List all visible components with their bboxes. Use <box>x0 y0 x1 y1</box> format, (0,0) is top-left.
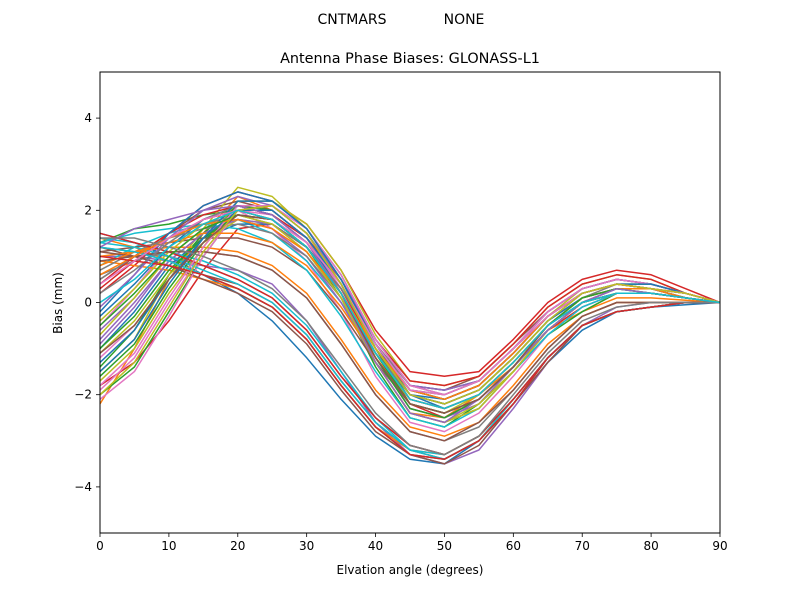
x-tick-label: 40 <box>368 539 383 553</box>
series-line-47 <box>99 204 721 396</box>
series-line-54 <box>99 255 720 460</box>
x-tick-label: 90 <box>712 539 727 553</box>
x-tick-label: 70 <box>575 539 590 553</box>
y-tick-label: −4 <box>74 480 92 494</box>
y-tick-label: 0 <box>84 296 92 310</box>
y-tick-label: −2 <box>74 388 92 402</box>
series-line-48 <box>99 204 721 396</box>
y-axis-label: Bias (mm) <box>51 272 65 334</box>
series-line-59 <box>99 204 721 405</box>
series-group <box>99 186 721 465</box>
chart-title: Antenna Phase Biases: GLONASS-L1 <box>280 51 540 67</box>
series-line-6 <box>99 200 721 391</box>
x-axis-label: Elvation angle (degrees) <box>337 563 484 577</box>
x-tick-label: 80 <box>643 539 658 553</box>
plot-frame <box>99 71 721 534</box>
series-line-24 <box>99 204 721 387</box>
series-line-42 <box>99 232 721 410</box>
suptitle-right: NONE <box>444 12 485 28</box>
series-line-5 <box>100 255 720 465</box>
suptitle-left: CNTMARS <box>317 12 386 28</box>
series-line-60 <box>99 209 721 410</box>
series-line-8 <box>99 246 720 456</box>
x-tick-label: 10 <box>161 539 176 553</box>
x-tick-label: 60 <box>506 539 521 553</box>
series-line-55 <box>99 204 721 424</box>
series-line-58 <box>100 237 720 456</box>
ticks-group: 0 10 20 30 40 50 60 70 80 90 −4 −2 0 2 4 <box>74 111 727 553</box>
x-tick-label: 50 <box>437 539 452 553</box>
y-tick-label: 2 <box>84 203 92 217</box>
x-tick-label: 0 <box>96 539 104 553</box>
series-line-31 <box>99 191 721 391</box>
y-tick-label: 4 <box>84 111 92 125</box>
x-tick-label: 20 <box>230 539 245 553</box>
x-tick-label: 30 <box>299 539 314 553</box>
